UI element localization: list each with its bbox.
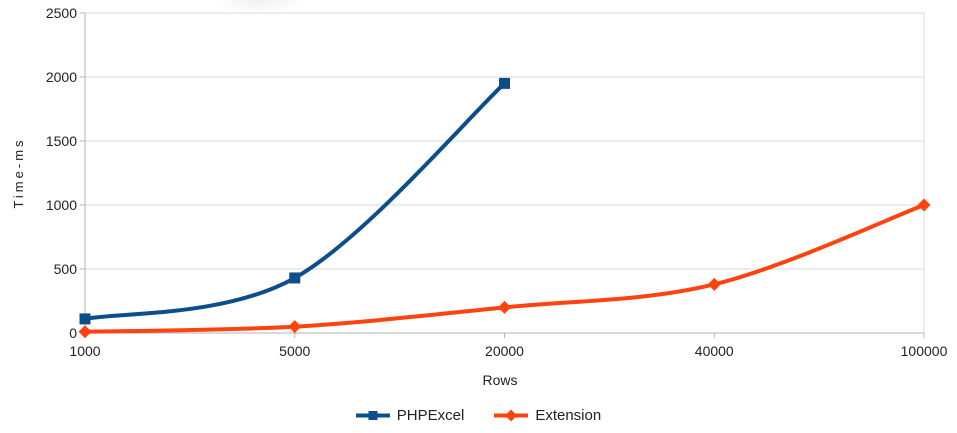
extension-point-5000 (288, 320, 302, 334)
x-tick-label-100000: 100000 (901, 343, 948, 359)
x-tick-label-5000: 5000 (279, 343, 310, 359)
y-axis-title: Time-ms (11, 137, 26, 209)
y-tick-label-2000: 2000 (46, 69, 77, 85)
y-tick-label-0: 0 (69, 325, 77, 341)
extension-point-40000 (707, 277, 721, 291)
chart-legend: PHPExcel Extension (0, 403, 957, 427)
extension-point-1000 (78, 325, 92, 339)
x-tick-label-20000: 20000 (485, 343, 524, 359)
phpexcel-series-line (83, 81, 507, 321)
y-tick-label-1500: 1500 (46, 133, 77, 149)
phpexcel-point-5000 (289, 272, 301, 284)
y-tick-label-2500: 2500 (46, 5, 77, 21)
phpexcel-line-square-icon (355, 410, 390, 420)
legend-label-phpexcel: PHPExcel (396, 406, 465, 424)
y-tick-label-500: 500 (54, 261, 78, 277)
phpexcel-point-1000 (79, 313, 91, 325)
x-axis-title: Rows (482, 372, 518, 388)
extension-line-diamond-icon (494, 409, 529, 421)
extension-point-100000 (917, 198, 931, 212)
legend-label-extension: Extension (535, 406, 602, 424)
y-tick-label-1000: 1000 (46, 197, 77, 213)
x-tick-label-40000: 40000 (695, 343, 734, 359)
x-tick-label-1000: 1000 (69, 343, 100, 359)
legend-item-phpexcel: PHPExcel (355, 406, 465, 424)
extension-point-20000 (498, 300, 511, 314)
phpexcel-point-20000 (499, 77, 510, 89)
legend-item-extension: Extension (494, 407, 601, 424)
